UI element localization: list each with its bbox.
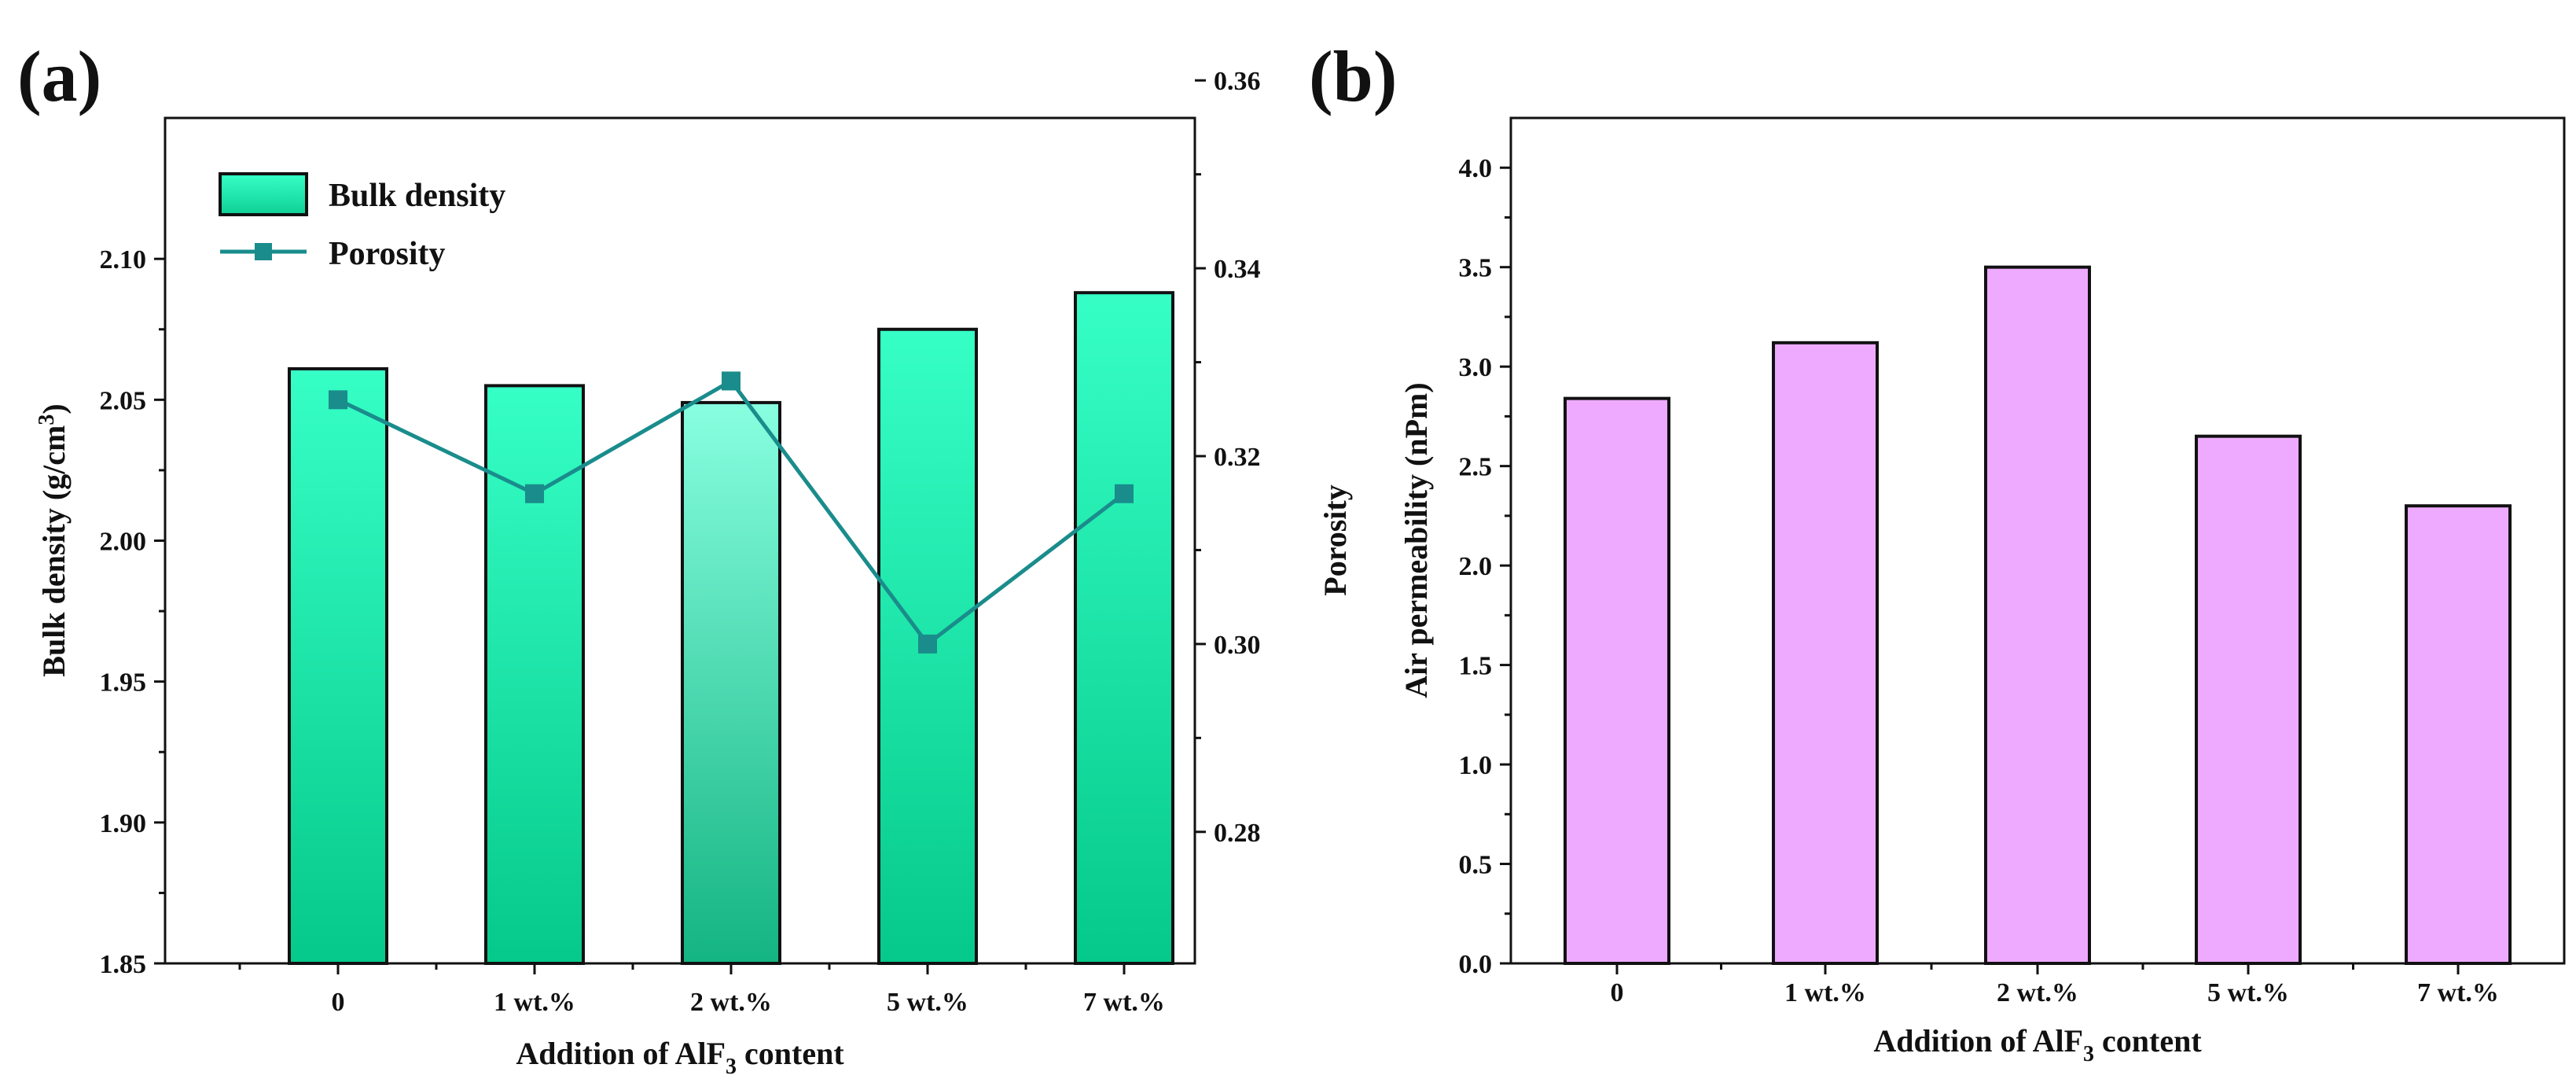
panel-a-y2-tick-label: 0.36 <box>1214 67 1261 96</box>
panel-b-x-ticks: 0 1 wt.% 2 wt.% 5 wt.% 7 wt.% <box>1611 963 2499 1007</box>
panel-b-y-tick-label: 0.5 <box>1459 851 1493 880</box>
panel-b-x-tick-label: 5 wt.% <box>2207 978 2289 1007</box>
panel-b-y-axis-label: Air permeability (nPm) <box>1398 382 1434 698</box>
panel-b-label: (b) <box>1309 36 1397 116</box>
bulk-density-bar-7-wt <box>1074 291 1174 965</box>
panel-b-y-tick-label: 4.0 <box>1459 154 1493 183</box>
panel-b-y-tick-label: 2.0 <box>1459 552 1493 581</box>
panel-a-y-tick-label: 1.90 <box>100 809 147 838</box>
panel-a-porosity-line <box>329 371 1134 654</box>
bulk-density-bar-1-wt <box>484 384 585 965</box>
panel-a-y-tick-label: 2.05 <box>100 386 147 415</box>
panel-a-x-tick-label: 0 <box>332 988 345 1017</box>
panel-b-y-tick-label: 2.5 <box>1459 453 1493 482</box>
air-permeability-bar-1-wt <box>1772 341 1879 965</box>
panel-a-y2-tick-label: 0.28 <box>1214 819 1261 848</box>
porosity-point-0 <box>329 390 347 410</box>
panel-a-x-ticks: 0 1 wt.% 2 wt.% 5 wt.% 7 wt.% <box>238 963 1165 1017</box>
air-permeability-bar-5-wt <box>2195 434 2302 965</box>
porosity-point-2-wt <box>722 371 740 391</box>
panel-a-x-tick-label: 1 wt.% <box>494 988 575 1017</box>
panel-a-legend: Bulk density Porosity <box>219 172 505 272</box>
panel-a-y2-tick-label: 0.34 <box>1214 255 1261 284</box>
panel-a-x-tick-label: 2 wt.% <box>690 988 772 1017</box>
air-permeability-bar-0 <box>1564 396 1670 966</box>
panel-a-y-tick-label: 1.95 <box>100 668 147 698</box>
panel-b-y-tick-label: 1.0 <box>1459 751 1493 780</box>
panel-a-y-axis-label: Bulk density (g/cm3) <box>35 403 72 676</box>
panel-a-y2-axis-label: Porosity <box>1317 484 1353 595</box>
legend-swatch-porosity-marker <box>255 243 272 260</box>
panel-a-y-tick-label: 1.85 <box>100 950 147 979</box>
legend-label-porosity: Porosity <box>329 236 446 272</box>
panel-a-x-tick-label: 7 wt.% <box>1083 988 1165 1017</box>
panel-a-y-tick-label: 2.10 <box>100 245 147 274</box>
panel-a-y2-ticks: 0.28 0.30 0.32 0.34 0.36 <box>1195 67 1261 848</box>
porosity-point-1-wt <box>525 484 544 503</box>
legend-swatch-bulk-density <box>219 172 308 216</box>
panel-b-x-tick-label: 0 <box>1611 978 1624 1007</box>
panel-a-y2-tick-label: 0.30 <box>1214 631 1261 660</box>
air-permeability-bar-7-wt <box>2405 504 2512 965</box>
panel-b-y-tick-label: 0.0 <box>1459 950 1493 979</box>
panel-b-y-tick-label: 3.5 <box>1459 254 1493 283</box>
panel-b-x-tick-label: 2 wt.% <box>1997 978 2078 1007</box>
panel-b: (b) 0 1 wt.% 2 wt.% 5 wt.% 7 wt.% 0.0 0.5 1.0 1… <box>1309 36 2566 1066</box>
panel-b-x-axis-label: Addition of AlF3 content <box>1873 1023 2202 1066</box>
panel-a-y-ticks: 1.85 1.90 1.95 2.00 2.05 2.10 <box>100 245 165 979</box>
panel-a-label: (a) <box>17 36 101 116</box>
panel-b-y-ticks: 0.0 0.5 1.0 1.5 2.0 2.5 3.0 3.5 4.0 <box>1459 154 1511 979</box>
panel-a-y2-tick-label: 0.32 <box>1214 443 1261 472</box>
panel-b-y-tick-label: 3.0 <box>1459 353 1493 382</box>
panel-a-bars <box>288 291 1174 965</box>
panel-a-y-tick-label: 2.00 <box>100 528 147 557</box>
panel-b-x-tick-label: 1 wt.% <box>1784 978 1866 1007</box>
panel-b-x-tick-label: 7 wt.% <box>2417 978 2499 1007</box>
porosity-point-7-wt <box>1115 484 1134 503</box>
bulk-density-bar-2-wt <box>681 400 781 965</box>
panel-b-y-tick-label: 1.5 <box>1459 652 1493 681</box>
legend-label-bulk-density: Bulk density <box>329 178 505 214</box>
panel-a-x-axis-label: Addition of AlF3 content <box>516 1036 844 1079</box>
panel-a-x-tick-label: 5 wt.% <box>887 988 968 1017</box>
air-permeability-bar-2-wt <box>1984 265 2091 965</box>
porosity-point-5-wt <box>918 634 937 654</box>
bulk-density-bar-0 <box>288 366 388 965</box>
panel-b-bars <box>1564 265 2512 966</box>
